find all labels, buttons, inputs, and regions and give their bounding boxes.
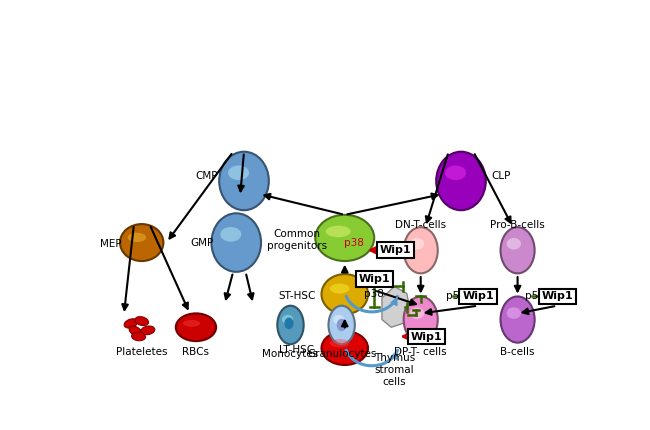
Ellipse shape xyxy=(282,315,293,324)
Text: LT-HSC: LT-HSC xyxy=(279,345,314,355)
Ellipse shape xyxy=(211,213,261,272)
Text: GMP: GMP xyxy=(190,237,214,248)
Ellipse shape xyxy=(135,316,149,326)
Text: Wip1: Wip1 xyxy=(410,332,442,341)
Text: Common
progenitors: Common progenitors xyxy=(266,230,327,251)
Text: p53: p53 xyxy=(447,292,466,301)
Text: p38: p38 xyxy=(344,237,364,248)
Ellipse shape xyxy=(326,226,351,237)
Ellipse shape xyxy=(220,227,241,242)
Ellipse shape xyxy=(410,238,424,249)
Text: CLP: CLP xyxy=(491,171,511,181)
Ellipse shape xyxy=(176,313,216,341)
Text: MEP: MEP xyxy=(100,239,122,249)
Text: Wip1: Wip1 xyxy=(358,274,390,284)
Ellipse shape xyxy=(410,307,424,319)
Text: p38: p38 xyxy=(364,289,384,299)
Text: ST-HSC: ST-HSC xyxy=(278,292,315,301)
Ellipse shape xyxy=(132,332,146,341)
Text: Pro-B-cells: Pro-B-cells xyxy=(490,220,545,230)
Ellipse shape xyxy=(333,315,344,324)
Ellipse shape xyxy=(506,307,521,319)
Text: Wip1: Wip1 xyxy=(541,292,573,301)
Ellipse shape xyxy=(500,227,534,273)
Ellipse shape xyxy=(506,238,521,249)
Ellipse shape xyxy=(124,319,138,328)
Ellipse shape xyxy=(228,166,249,180)
Ellipse shape xyxy=(404,296,437,343)
Ellipse shape xyxy=(315,215,374,261)
Text: DN-T-cells: DN-T-cells xyxy=(395,220,447,230)
Ellipse shape xyxy=(500,296,534,343)
Ellipse shape xyxy=(284,318,294,329)
Text: DP-T- cells: DP-T- cells xyxy=(395,347,447,357)
Ellipse shape xyxy=(141,326,155,335)
Ellipse shape xyxy=(337,319,346,331)
Text: RBCs: RBCs xyxy=(183,347,209,357)
Ellipse shape xyxy=(129,326,142,336)
Ellipse shape xyxy=(278,306,304,344)
Text: Monocytes: Monocytes xyxy=(263,349,318,359)
Ellipse shape xyxy=(404,227,437,273)
Text: p53: p53 xyxy=(525,292,545,301)
Text: Wip1: Wip1 xyxy=(462,292,494,301)
Ellipse shape xyxy=(322,331,368,365)
Ellipse shape xyxy=(322,274,368,314)
Text: Thymus
stromal
cells: Thymus stromal cells xyxy=(374,353,415,387)
Polygon shape xyxy=(382,286,410,327)
Ellipse shape xyxy=(219,152,269,210)
Text: Plateletes: Plateletes xyxy=(116,347,168,357)
Ellipse shape xyxy=(330,339,350,347)
Ellipse shape xyxy=(120,224,163,261)
Text: CMP: CMP xyxy=(196,171,218,181)
Text: Granulocytes: Granulocytes xyxy=(307,349,376,359)
Ellipse shape xyxy=(328,306,355,344)
Text: B-cells: B-cells xyxy=(500,347,535,357)
Text: Wip1: Wip1 xyxy=(380,245,411,255)
Ellipse shape xyxy=(183,320,200,327)
Ellipse shape xyxy=(330,283,350,294)
Ellipse shape xyxy=(436,152,486,210)
Ellipse shape xyxy=(445,166,466,180)
Ellipse shape xyxy=(127,233,146,242)
